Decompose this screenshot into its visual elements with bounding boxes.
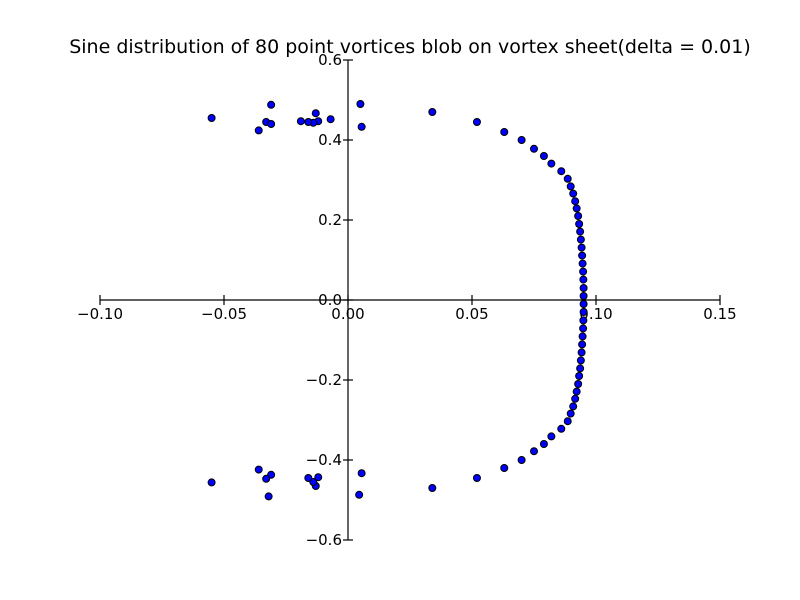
y-tick-label: −0.6 xyxy=(306,531,342,549)
vortex-point xyxy=(472,118,481,126)
y-tick-label: −0.4 xyxy=(306,451,342,469)
vortex-point xyxy=(262,474,271,483)
vortex-point xyxy=(207,478,216,487)
vortex-point xyxy=(572,387,581,396)
vortex-point xyxy=(254,126,263,135)
vortex-point xyxy=(579,324,588,333)
vortex-point xyxy=(571,197,580,206)
vortex-point xyxy=(579,292,588,300)
vortex-point xyxy=(578,332,587,341)
vortex-point xyxy=(304,474,313,482)
vortex-point xyxy=(356,100,365,108)
y-tick-label: 0.2 xyxy=(318,211,342,229)
vortex-point xyxy=(569,189,578,198)
vortex-point xyxy=(579,316,588,325)
x-tick-label: −0.05 xyxy=(201,305,247,323)
vortex-point xyxy=(254,465,263,474)
vortex-point xyxy=(547,432,556,441)
vortex-point xyxy=(557,424,566,433)
vortex-point xyxy=(563,174,572,183)
x-tick-label: 0.00 xyxy=(331,305,364,323)
vortex-point xyxy=(575,220,584,228)
chart-title: Sine distribution of 80 point vortices b… xyxy=(69,36,751,58)
vortex-point xyxy=(304,118,313,126)
vortex-point xyxy=(578,259,587,268)
y-tick-label: −0.2 xyxy=(306,371,342,389)
vortex-point xyxy=(357,122,366,131)
data-points xyxy=(207,100,588,501)
vortex-point xyxy=(314,473,323,482)
vortex-point xyxy=(311,109,320,118)
x-tick-label: 0.10 xyxy=(579,305,612,323)
x-tick-label: −0.10 xyxy=(77,305,123,323)
vortex-point xyxy=(517,136,526,144)
vortex-point xyxy=(566,182,575,191)
vortex-point xyxy=(579,284,588,292)
vortex-point xyxy=(267,100,276,109)
x-tick-label: 0.05 xyxy=(455,305,488,323)
x-axis-ticks: −0.10 −0.05 0.00 0.05 0.10 0.15 xyxy=(77,295,737,323)
vortex-point xyxy=(574,212,583,220)
vortex-point xyxy=(571,394,580,403)
vortex-point xyxy=(576,364,585,373)
vortex-point xyxy=(539,152,548,160)
vortex-point xyxy=(576,356,585,365)
vortex-point xyxy=(576,227,585,236)
vortex-point xyxy=(500,128,509,136)
vortex-point xyxy=(547,159,556,168)
vortex-point xyxy=(557,167,566,176)
vortex-point xyxy=(576,235,585,244)
vortex-point xyxy=(569,402,578,411)
vortex-point xyxy=(267,120,276,128)
axes xyxy=(100,60,720,540)
y-axis-ticks: −0.6 −0.4 −0.2 0.0 0.2 0.4 0.6 xyxy=(306,51,353,549)
vortex-point xyxy=(517,456,526,464)
vortex-point xyxy=(539,440,548,448)
vortex-point xyxy=(264,492,273,501)
y-tick-label: 0.4 xyxy=(318,131,342,149)
vortex-point xyxy=(530,144,538,153)
vortex-point xyxy=(428,484,437,492)
vortex-point xyxy=(428,108,437,116)
vortex-point xyxy=(500,464,509,472)
vortex-point xyxy=(578,340,587,349)
vortex-point xyxy=(563,417,572,426)
vortex-point xyxy=(579,267,588,276)
vortex-point xyxy=(355,490,364,499)
vortex-point xyxy=(530,447,538,456)
y-tick-label: 0.0 xyxy=(318,291,342,309)
vortex-point xyxy=(207,114,216,122)
vortex-point xyxy=(326,115,335,124)
vortex-point xyxy=(575,372,584,380)
vortex-point xyxy=(579,308,588,316)
vortex-point xyxy=(579,275,588,284)
vortex-point xyxy=(577,243,586,252)
y-tick-label: 0.6 xyxy=(318,51,342,69)
vortex-point xyxy=(296,117,305,126)
vortex-point xyxy=(472,474,481,482)
vortex-point xyxy=(578,251,587,260)
x-tick-label: 0.15 xyxy=(703,305,736,323)
vortex-point xyxy=(572,204,581,213)
vortex-point xyxy=(566,409,575,418)
vortex-point xyxy=(357,469,366,478)
vortex-point xyxy=(577,348,586,357)
vortex-point xyxy=(579,300,588,308)
vortex-point xyxy=(574,380,583,388)
